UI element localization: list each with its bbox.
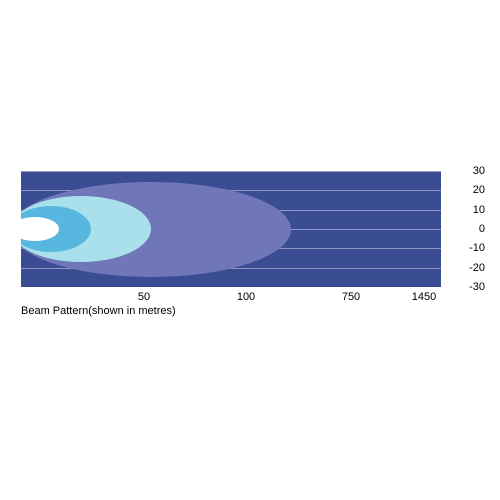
chart-caption: Beam Pattern(shown in metres): [21, 305, 176, 317]
x-tick-label: 1450: [412, 291, 436, 303]
y-tick-label: 10: [455, 204, 485, 216]
y-tick-label: 30: [455, 165, 485, 177]
gridline: [21, 171, 441, 172]
beam-plot-area: [21, 171, 441, 287]
y-tick-label: -10: [455, 242, 485, 254]
y-tick-label: 20: [455, 184, 485, 196]
y-tick-label: 0: [455, 223, 485, 235]
y-tick-label: -30: [455, 281, 485, 293]
x-tick-label: 100: [237, 291, 255, 303]
x-tick-label: 50: [138, 291, 150, 303]
x-tick-label: 750: [342, 291, 360, 303]
y-tick-label: -20: [455, 262, 485, 274]
